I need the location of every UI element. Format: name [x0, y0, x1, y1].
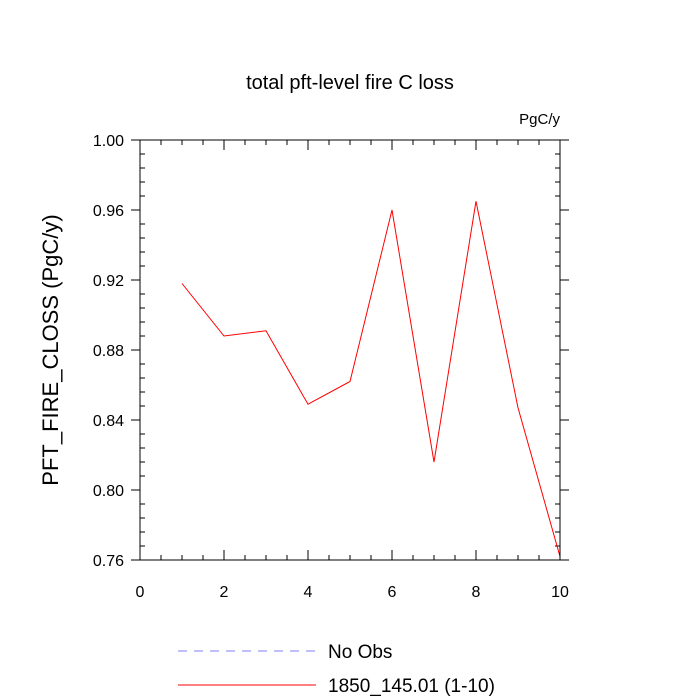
x-tick-label: 2 [220, 584, 229, 601]
data-point [307, 403, 310, 406]
data-point [181, 282, 184, 285]
y-axis-title: PFT_FIRE_CLOSS (PgC/y) [38, 214, 63, 485]
x-tick-label: 6 [388, 584, 397, 601]
legend-label: No Obs [328, 642, 392, 663]
series-line [181, 201, 561, 557]
legend-label: 1850_145.01 (1-10) [328, 676, 495, 697]
y-tick-label: 0.84 [93, 413, 124, 430]
data-point [391, 209, 394, 212]
data-point [433, 461, 436, 464]
axis-ticks: 0 2 4 6 8 10 0.76 0.80 0.84 0.88 0.92 0.96 1.00 [93, 133, 569, 601]
data-point [265, 329, 268, 332]
y-tick-label: 0.92 [93, 273, 124, 290]
plot-frame [139, 139, 561, 561]
data-point [349, 380, 352, 383]
y-tick-label: 1.00 [93, 133, 124, 150]
x-tick-label: 4 [304, 584, 313, 601]
x-tick-label: 10 [551, 584, 569, 601]
y-tick-label: 0.76 [93, 553, 124, 570]
y-tick-label: 0.96 [93, 203, 124, 220]
y-tick-label: 0.88 [93, 343, 124, 360]
legend: No Obs 1850_145.01 (1-10) [178, 642, 495, 697]
x-tick-label: 0 [136, 584, 145, 601]
series-layer [181, 200, 561, 557]
data-point [223, 335, 226, 338]
units-label: PgC/y [519, 111, 560, 128]
data-point [517, 406, 520, 409]
data-point [475, 200, 478, 203]
x-tick-label: 8 [472, 584, 481, 601]
y-tick-label: 0.80 [93, 483, 124, 500]
chart-title: total pft-level fire C loss [246, 72, 454, 94]
